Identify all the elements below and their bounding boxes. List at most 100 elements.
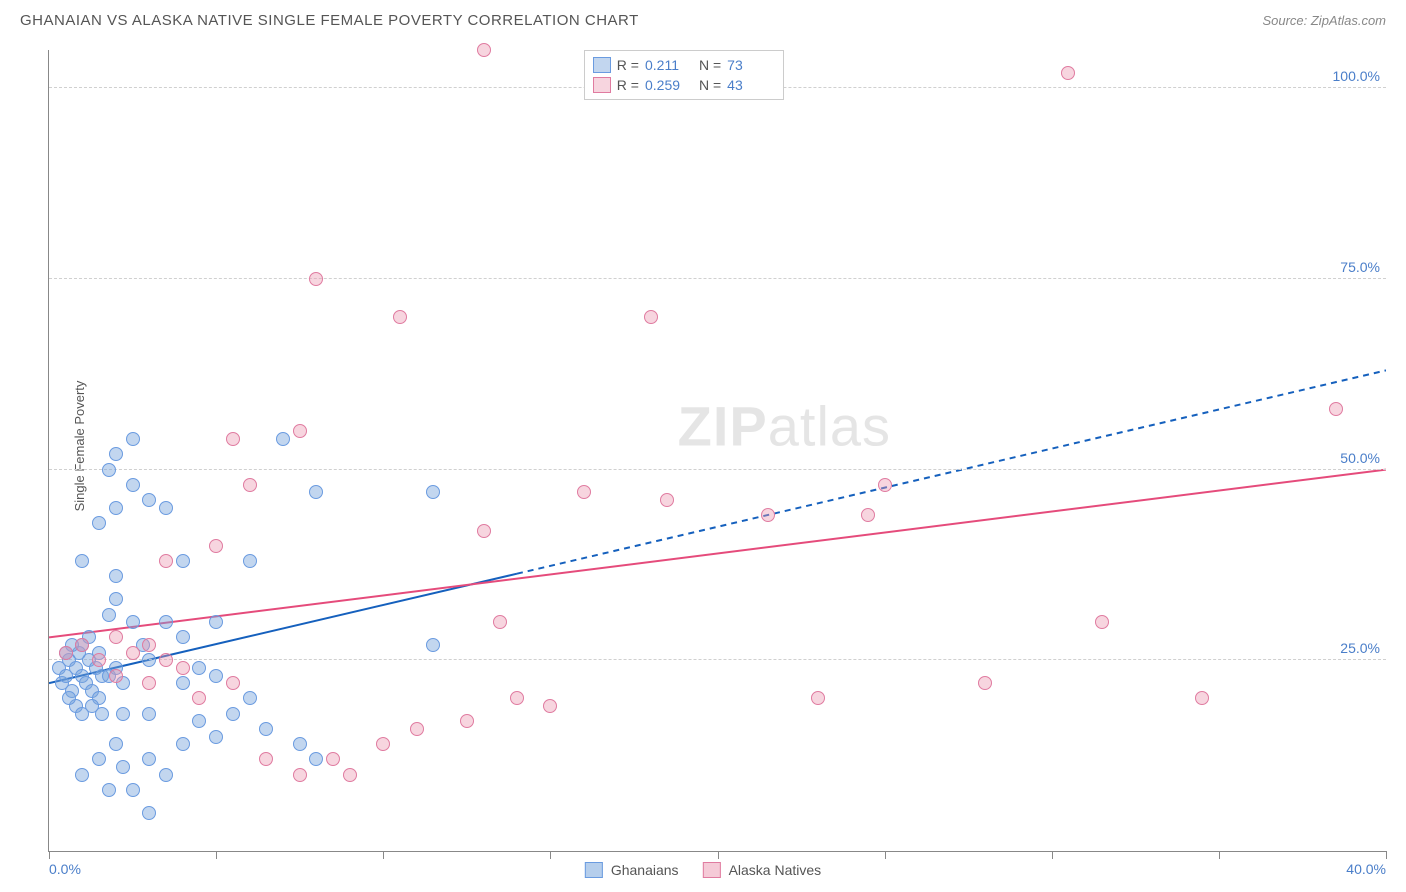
- legend-row: R = 0.259 N = 43: [593, 75, 775, 95]
- scatter-point: [142, 653, 156, 667]
- chart-title: GHANAIAN VS ALASKA NATIVE SINGLE FEMALE …: [20, 12, 639, 29]
- scatter-point: [126, 615, 140, 629]
- scatter-point: [460, 714, 474, 728]
- scatter-point: [92, 653, 106, 667]
- scatter-point: [243, 691, 257, 705]
- scatter-point: [309, 272, 323, 286]
- y-tick-label: 100.0%: [1333, 68, 1380, 84]
- scatter-point: [176, 554, 190, 568]
- scatter-point: [102, 608, 116, 622]
- y-tick-label: 75.0%: [1340, 259, 1380, 275]
- gridline: [49, 469, 1386, 470]
- scatter-point: [75, 638, 89, 652]
- trend-lines-svg: [49, 50, 1386, 851]
- scatter-point: [493, 615, 507, 629]
- x-tick: [1052, 851, 1053, 859]
- scatter-point: [426, 485, 440, 499]
- x-tick: [1386, 851, 1387, 859]
- scatter-point: [410, 722, 424, 736]
- scatter-point: [92, 752, 106, 766]
- scatter-point: [102, 783, 116, 797]
- x-tick: [49, 851, 50, 859]
- x-tick: [216, 851, 217, 859]
- scatter-point: [761, 508, 775, 522]
- x-tick-label: 0.0%: [49, 861, 81, 877]
- x-tick-label: 40.0%: [1346, 861, 1386, 877]
- scatter-point: [142, 638, 156, 652]
- scatter-point: [142, 493, 156, 507]
- scatter-point: [92, 516, 106, 530]
- legend-r-label: R =: [617, 57, 639, 73]
- scatter-point: [116, 707, 130, 721]
- scatter-point: [142, 806, 156, 820]
- scatter-point: [811, 691, 825, 705]
- scatter-point: [226, 707, 240, 721]
- scatter-point: [109, 669, 123, 683]
- scatter-point: [309, 485, 323, 499]
- scatter-point: [109, 569, 123, 583]
- scatter-point: [176, 630, 190, 644]
- scatter-point: [209, 539, 223, 553]
- scatter-point: [543, 699, 557, 713]
- scatter-point: [861, 508, 875, 522]
- scatter-point: [477, 43, 491, 57]
- scatter-point: [95, 707, 109, 721]
- legend-label: Alaska Natives: [729, 862, 822, 878]
- scatter-point: [426, 638, 440, 652]
- scatter-point: [159, 615, 173, 629]
- scatter-point: [109, 630, 123, 644]
- scatter-point: [660, 493, 674, 507]
- scatter-point: [142, 676, 156, 690]
- scatter-point: [109, 737, 123, 751]
- scatter-point: [192, 714, 206, 728]
- scatter-point: [126, 646, 140, 660]
- scatter-point: [226, 432, 240, 446]
- legend-correlation: R = 0.211 N = 73 R = 0.259 N = 43: [584, 50, 784, 100]
- legend-r-label: R =: [617, 77, 639, 93]
- scatter-point: [159, 554, 173, 568]
- y-tick-label: 25.0%: [1340, 640, 1380, 656]
- legend-r-value: 0.259: [645, 77, 693, 93]
- chart-area: ZIPatlas 25.0%50.0%75.0%100.0%0.0%40.0%R…: [48, 50, 1386, 852]
- x-tick: [885, 851, 886, 859]
- scatter-point: [176, 737, 190, 751]
- scatter-point: [259, 752, 273, 766]
- scatter-point: [116, 760, 130, 774]
- scatter-point: [477, 524, 491, 538]
- legend-swatch: [703, 862, 721, 878]
- scatter-point: [326, 752, 340, 766]
- scatter-point: [192, 691, 206, 705]
- legend-item: Alaska Natives: [703, 862, 822, 878]
- scatter-point: [1095, 615, 1109, 629]
- scatter-point: [192, 661, 206, 675]
- gridline: [49, 659, 1386, 660]
- legend-n-value: 73: [727, 57, 775, 73]
- scatter-point: [159, 768, 173, 782]
- scatter-point: [243, 554, 257, 568]
- scatter-point: [102, 463, 116, 477]
- scatter-point: [62, 691, 76, 705]
- legend-swatch: [593, 77, 611, 93]
- legend-swatch: [593, 57, 611, 73]
- scatter-point: [259, 722, 273, 736]
- scatter-point: [126, 432, 140, 446]
- scatter-point: [75, 554, 89, 568]
- scatter-point: [176, 661, 190, 675]
- legend-n-label: N =: [699, 77, 721, 93]
- scatter-point: [142, 707, 156, 721]
- scatter-point: [644, 310, 658, 324]
- legend-n-value: 43: [727, 77, 775, 93]
- scatter-point: [109, 447, 123, 461]
- scatter-point: [209, 669, 223, 683]
- gridline: [49, 278, 1386, 279]
- x-tick: [718, 851, 719, 859]
- x-tick: [383, 851, 384, 859]
- scatter-point: [209, 730, 223, 744]
- scatter-point: [293, 424, 307, 438]
- scatter-point: [309, 752, 323, 766]
- chart-source: Source: ZipAtlas.com: [1262, 13, 1386, 28]
- scatter-point: [276, 432, 290, 446]
- legend-r-value: 0.211: [645, 57, 693, 73]
- legend-n-label: N =: [699, 57, 721, 73]
- scatter-point: [243, 478, 257, 492]
